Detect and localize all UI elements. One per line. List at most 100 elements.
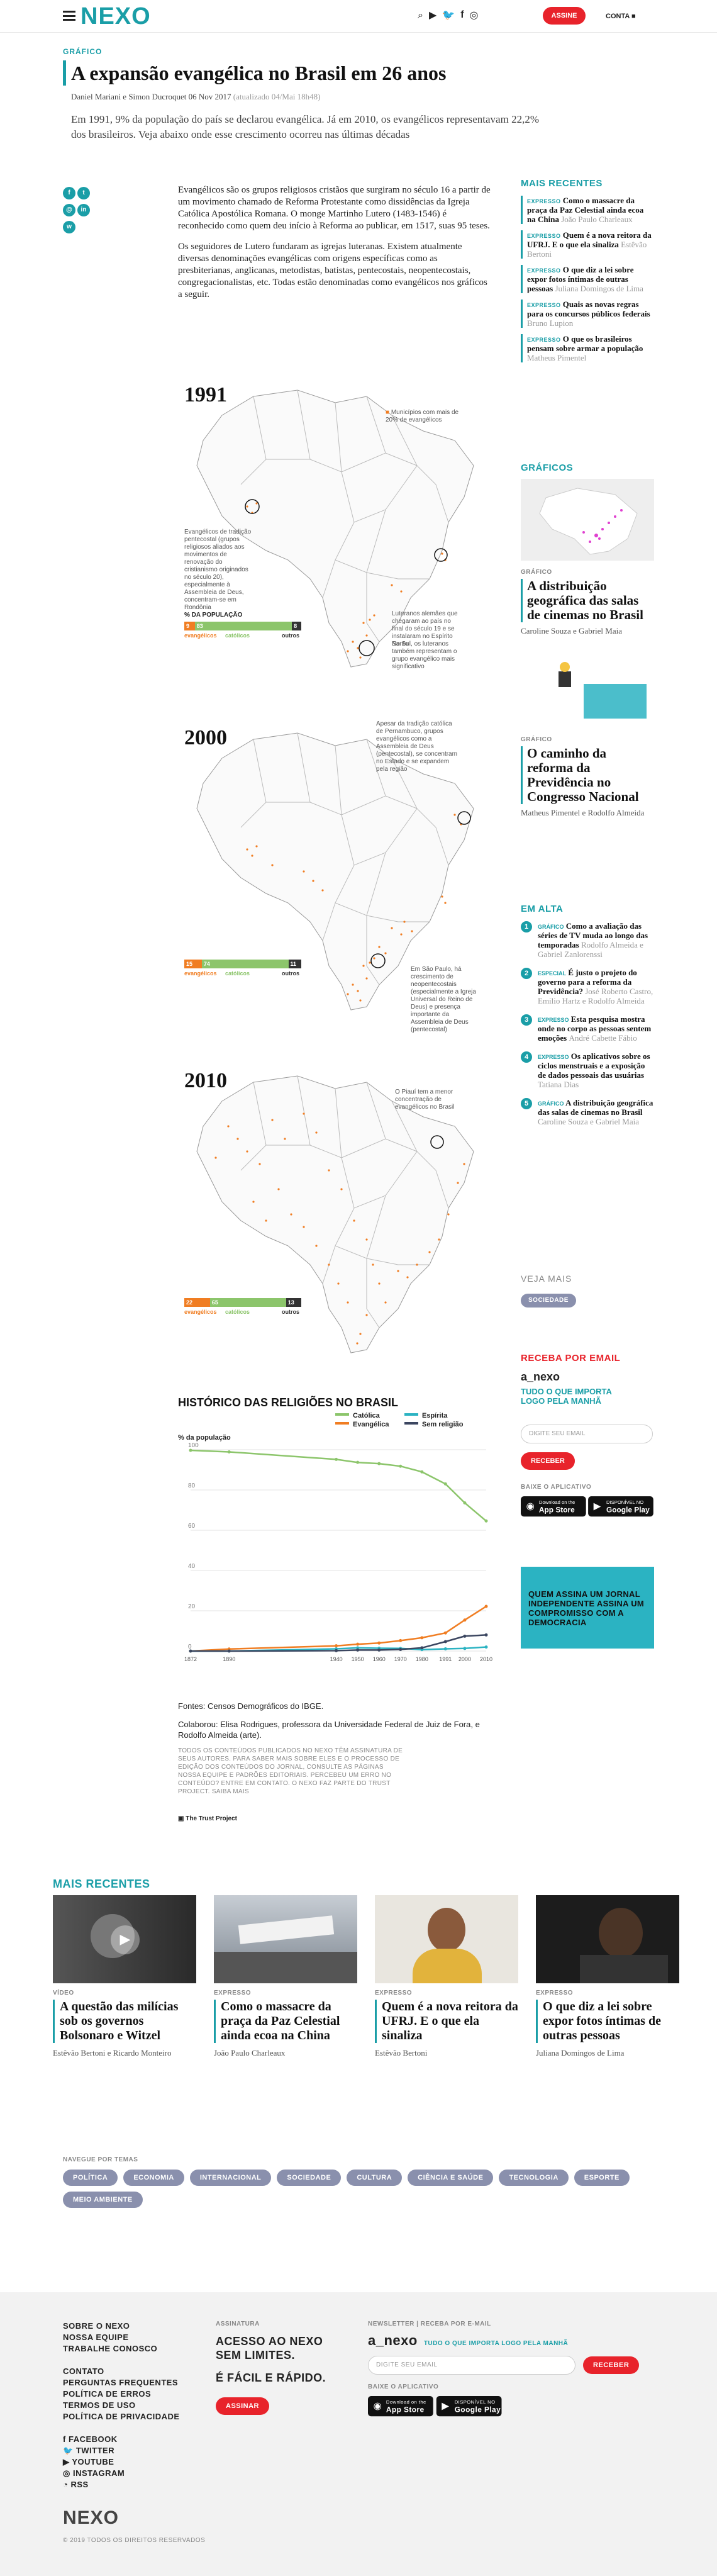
temas-label: NAVEGUE POR TEMAS (63, 2156, 138, 2163)
data-point (189, 1649, 192, 1653)
tema-pill[interactable]: CIÊNCIA E SAÚDE (408, 2170, 494, 2186)
tema-pill[interactable]: CULTURA (347, 2170, 403, 2186)
promo-banner[interactable]: QUEM ASSINA UM JORNAL INDEPENDENTE ASSIN… (521, 1567, 654, 1649)
anexo-logo: a_nexo (521, 1370, 560, 1383)
recent-card[interactable]: EXPRESSO Quem é a nova reitora da UFRJ. … (375, 1895, 518, 2058)
recent-card[interactable]: EXPRESSO O que diz a lei sobre expor fot… (536, 1895, 679, 2058)
footer-app-store-button[interactable]: ◉ Download on the App Store (368, 2396, 433, 2417)
newsletter-email-input[interactable]: DIGITE SEU EMAIL (521, 1425, 653, 1443)
footer-social[interactable]: ▶ YOUTUBE (63, 2456, 180, 2468)
sidebar-recent-item[interactable]: EXPRESSO O que diz a lei sobre expor fot… (521, 265, 654, 293)
conta-link[interactable]: CONTA ■ (606, 11, 636, 22)
card-title[interactable]: A questão das milícias sob os governos B… (53, 2000, 196, 2043)
footer-social[interactable]: ◎ INSTAGRAM (63, 2468, 180, 2479)
tema-pill[interactable]: MEIO AMBIENTE (63, 2192, 143, 2208)
item-tag: EXPRESSO (527, 198, 561, 204)
emalta-item[interactable]: 4 EXPRESSO Os aplicativos sobre os ciclos… (521, 1051, 654, 1089)
footer-link[interactable]: POLÍTICA DE ERROS (63, 2389, 152, 2399)
grafico-title[interactable]: O caminho da reforma da Previdência no C… (521, 746, 654, 804)
sidebar-recent-item[interactable]: EXPRESSO O que os brasileiros pensam sob… (521, 334, 654, 362)
receber-button[interactable]: RECEBER (521, 1452, 575, 1470)
grafico-thumbnail-map[interactable] (521, 479, 654, 561)
sidebar-recent-item[interactable]: EXPRESSO Como o massacre da praça da Paz… (521, 196, 654, 224)
map-note: Em São Paulo, há crescimento de neopente… (411, 966, 476, 1033)
recent-card[interactable]: ▶ VÍDEO A questão das milícias sob os go… (53, 1895, 196, 2058)
footer-link[interactable]: PERGUNTAS FREQUENTES (63, 2378, 179, 2387)
footer-link[interactable]: TERMOS DE USO (63, 2400, 136, 2410)
baixe-label: BAIXE O APLICATIVO (521, 1484, 592, 1491)
footer-social[interactable]: ◔ RSS (63, 2479, 180, 2490)
nexo-logo[interactable]: NEXO (81, 3, 151, 30)
sidebar-recent-item[interactable]: EXPRESSO Quem é a nova reitora da UFRJ. … (521, 230, 654, 259)
twitter-icon: 🐦 (63, 2446, 74, 2455)
emalta-item[interactable]: 3 EXPRESSO Esta pesquisa mostra onde no c… (521, 1014, 654, 1043)
map-year: 2010 (184, 1069, 227, 1092)
footer-receber-button[interactable]: RECEBER (583, 2356, 640, 2374)
tema-pill[interactable]: ESPORTE (574, 2170, 630, 2186)
conta-label: CONTA (606, 13, 630, 20)
apple-icon: ◉ (526, 1500, 535, 1512)
veja-mais-label: VEJA MAIS (521, 1274, 572, 1284)
emalta-item[interactable]: 5 GRÁFICO A distribuição geográfica das s… (521, 1098, 654, 1126)
app-store-button[interactable]: ◉ Download on the App Store (521, 1496, 586, 1517)
population-bar: 22 65 13 (184, 1298, 301, 1307)
facebook-share-icon[interactable]: f (63, 187, 75, 199)
item-author: José Roberto Castro, Emilio Hartz e Rodo… (538, 987, 653, 1005)
item-tag: EXPRESSO (538, 1017, 569, 1023)
assinar-button[interactable]: ASSINAR (216, 2397, 270, 2415)
grafico-thumbnail-previdencia[interactable] (521, 646, 654, 728)
tag-sociedade[interactable]: SOCIEDADE (521, 1294, 576, 1308)
assine-button[interactable]: ASSINE (543, 7, 586, 25)
y-tick-label: 80 (188, 1482, 196, 1489)
grafico-title[interactable]: A distribuição geográfica das salas de c… (521, 579, 654, 622)
youtube-icon[interactable]: ▶ (428, 9, 437, 21)
footer-google-play-button[interactable]: ▶ DISPONÍVEL NO Google Play (436, 2396, 502, 2417)
series-line (191, 1646, 487, 1652)
tema-pill[interactable]: TECNOLOGIA (499, 2170, 569, 2186)
footer-link[interactable]: SOBRE O NEXO (63, 2321, 130, 2331)
instagram-icon[interactable]: ◎ (469, 9, 479, 21)
footer-link[interactable]: CONTATO (63, 2366, 104, 2376)
trust-project[interactable]: ▣ The Trust Project (178, 1815, 237, 1823)
tema-pill[interactable]: ECONOMIA (123, 2170, 184, 2186)
bar-catolicos: 83 (194, 622, 292, 630)
footer-logo[interactable]: NEXO (63, 2507, 119, 2528)
facebook-icon[interactable]: f (460, 9, 464, 20)
series-line (191, 1634, 487, 1652)
footer-social[interactable]: 🐦 TWITTER (63, 2445, 180, 2456)
legend-outros: outros (282, 632, 299, 639)
footer-link[interactable]: NOSSA EQUIPE (63, 2332, 129, 2342)
twitter-share-icon[interactable]: t (77, 187, 90, 199)
rank-badge: 4 (521, 1051, 532, 1063)
card-title[interactable]: O que diz a lei sobre expor fotos íntima… (536, 2000, 679, 2043)
data-point (420, 1636, 424, 1640)
email-share-icon[interactable]: @ (63, 204, 75, 216)
tema-pill[interactable]: INTERNACIONAL (189, 2170, 272, 2186)
card-image (536, 1895, 679, 1983)
linkedin-share-icon[interactable]: in (77, 204, 90, 216)
play-icon[interactable]: ▶ (111, 1925, 140, 1954)
data-point (399, 1647, 403, 1651)
emalta-item[interactable]: 2 ESPECIAL É justo o projeto do governo p… (521, 968, 654, 1005)
recent-card[interactable]: EXPRESSO Como o massacre da praça da Paz… (214, 1895, 357, 2058)
card-title[interactable]: Quem é a nova reitora da UFRJ. E o que e… (375, 2000, 518, 2043)
map-year: 2000 (184, 726, 227, 749)
footer-link[interactable]: POLÍTICA DE PRIVACIDADE (63, 2412, 180, 2421)
footer-link[interactable]: TRABALHE CONOSCO (63, 2344, 158, 2353)
hamburger-menu-icon[interactable] (63, 11, 75, 21)
title-accent-bar (63, 60, 66, 86)
tema-pill[interactable]: POLÍTICA (63, 2170, 118, 2186)
twitter-icon[interactable]: 🐦 (442, 9, 455, 21)
emalta-item[interactable]: 1 GRÁFICO Como a avaliação das séries de … (521, 921, 654, 959)
tema-pill[interactable]: SOCIEDADE (277, 2170, 342, 2186)
google-play-button[interactable]: ▶ DISPONÍVEL NO Google Play (588, 1496, 653, 1517)
card-title[interactable]: Como o massacre da praça da Paz Celestia… (214, 2000, 357, 2043)
footer-email-input[interactable]: DIGITE SEU EMAIL (368, 2356, 575, 2375)
search-icon[interactable]: ⌕ (418, 9, 423, 21)
whatsapp-share-icon[interactable]: w (63, 221, 75, 233)
top-bar: NEXO ⌕ ▶ 🐦 f ◎ ASSINE CONTA ■ (0, 0, 717, 33)
sidebar-recent-item[interactable]: EXPRESSO Quais as novas regras para os c… (521, 300, 654, 328)
item-author: João Paulo Charleaux (561, 215, 633, 224)
chart-title: HISTÓRICO DAS RELIGIÕES NO BRASIL (178, 1396, 399, 1409)
footer-social[interactable]: f FACEBOOK (63, 2434, 180, 2445)
